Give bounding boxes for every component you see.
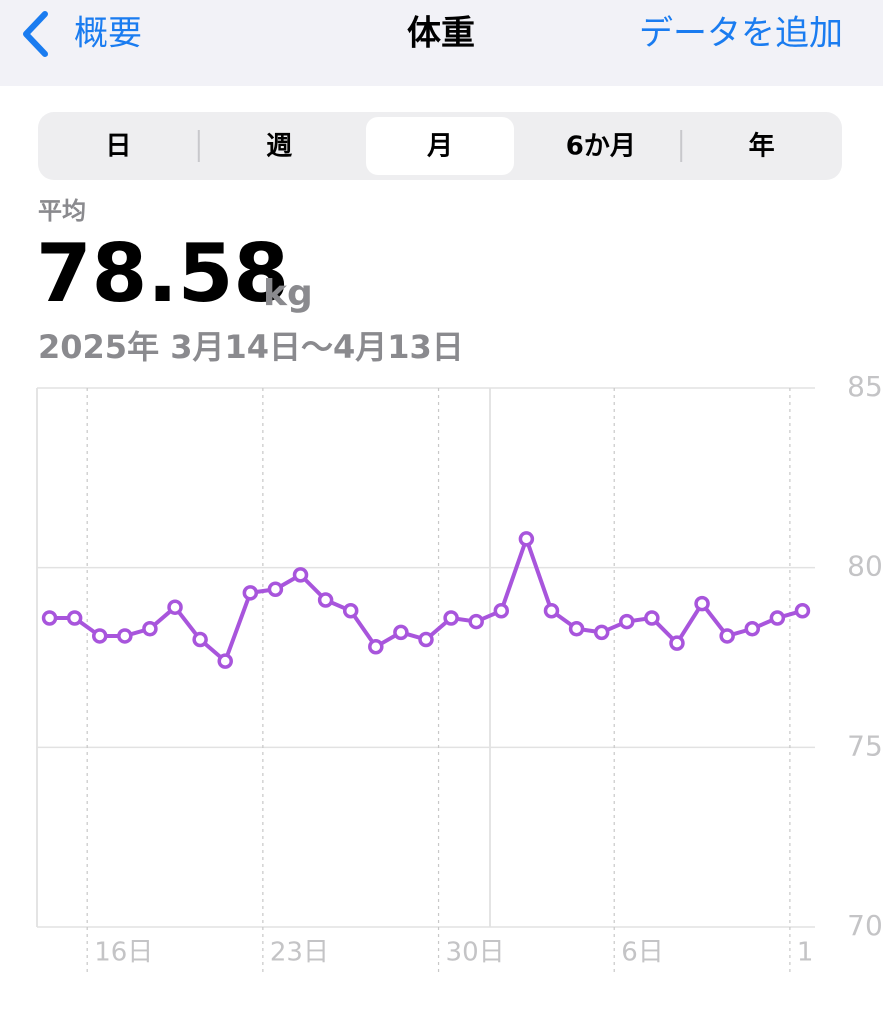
segment[interactable]: 月 bbox=[426, 132, 453, 162]
weight-point bbox=[342, 603, 359, 619]
x-axis: 16日 23日 30日 6日 13日 bbox=[86, 388, 856, 975]
nav-bar bbox=[0, 0, 883, 86]
weight-point bbox=[769, 610, 786, 626]
weight-point bbox=[543, 603, 560, 619]
weight-point bbox=[41, 610, 58, 626]
date-range: 2025年 3月14日〜4月13日 bbox=[38, 328, 464, 366]
average-unit: kg bbox=[263, 273, 313, 314]
x-tick-label: 30日 bbox=[446, 938, 505, 968]
weight-point bbox=[242, 585, 259, 601]
segment[interactable]: 週 bbox=[266, 132, 292, 162]
weight-point bbox=[468, 613, 484, 630]
nav-title: 体重 bbox=[407, 14, 475, 54]
x-tick-label: 23日 bbox=[270, 938, 329, 968]
back-button[interactable]: 概要 bbox=[74, 14, 142, 54]
segment-selected bbox=[366, 117, 514, 175]
average-value: 78.58 bbox=[36, 227, 289, 320]
average-label: 平均 bbox=[38, 197, 86, 225]
segment[interactable]: 日 bbox=[105, 132, 131, 162]
weight-point bbox=[518, 531, 535, 547]
y-tick-label: 80 bbox=[847, 550, 883, 583]
weight-point bbox=[619, 613, 635, 630]
weight-point bbox=[443, 610, 459, 626]
weight-point bbox=[568, 621, 585, 637]
y-tick-label: 75 bbox=[847, 729, 883, 762]
weight-point bbox=[66, 610, 83, 626]
weight-point bbox=[217, 653, 233, 669]
weight-point bbox=[192, 631, 208, 648]
weight-point bbox=[744, 621, 761, 637]
segment[interactable]: 6か月 bbox=[566, 132, 636, 162]
weight-point bbox=[267, 581, 284, 597]
y-tick-label: 70 bbox=[847, 909, 883, 942]
weight-point bbox=[669, 635, 685, 651]
add-data-button[interactable]: データを追加 bbox=[639, 14, 843, 54]
y-tick-label: 85 bbox=[847, 370, 883, 403]
weight-point bbox=[292, 567, 309, 583]
x-tick-label: 16日 bbox=[94, 938, 153, 968]
weight-point bbox=[167, 599, 183, 615]
back-chevron[interactable] bbox=[23, 11, 48, 57]
weight-point bbox=[593, 624, 610, 641]
weight-point bbox=[368, 638, 384, 655]
segment[interactable]: 年 bbox=[749, 131, 775, 162]
weight-point bbox=[142, 621, 158, 637]
weight-point bbox=[493, 603, 510, 619]
weight-point bbox=[317, 592, 334, 608]
weight-point bbox=[393, 624, 409, 641]
weight-point bbox=[418, 631, 434, 648]
x-tick-label: 6日 bbox=[621, 938, 664, 968]
weight-point bbox=[794, 603, 811, 619]
weight-point bbox=[91, 628, 108, 644]
weight-point bbox=[719, 628, 735, 644]
weight-point bbox=[694, 595, 710, 612]
weight-point bbox=[117, 628, 133, 644]
x-tick-label: 13日 bbox=[797, 938, 856, 968]
weight-point bbox=[644, 610, 660, 626]
